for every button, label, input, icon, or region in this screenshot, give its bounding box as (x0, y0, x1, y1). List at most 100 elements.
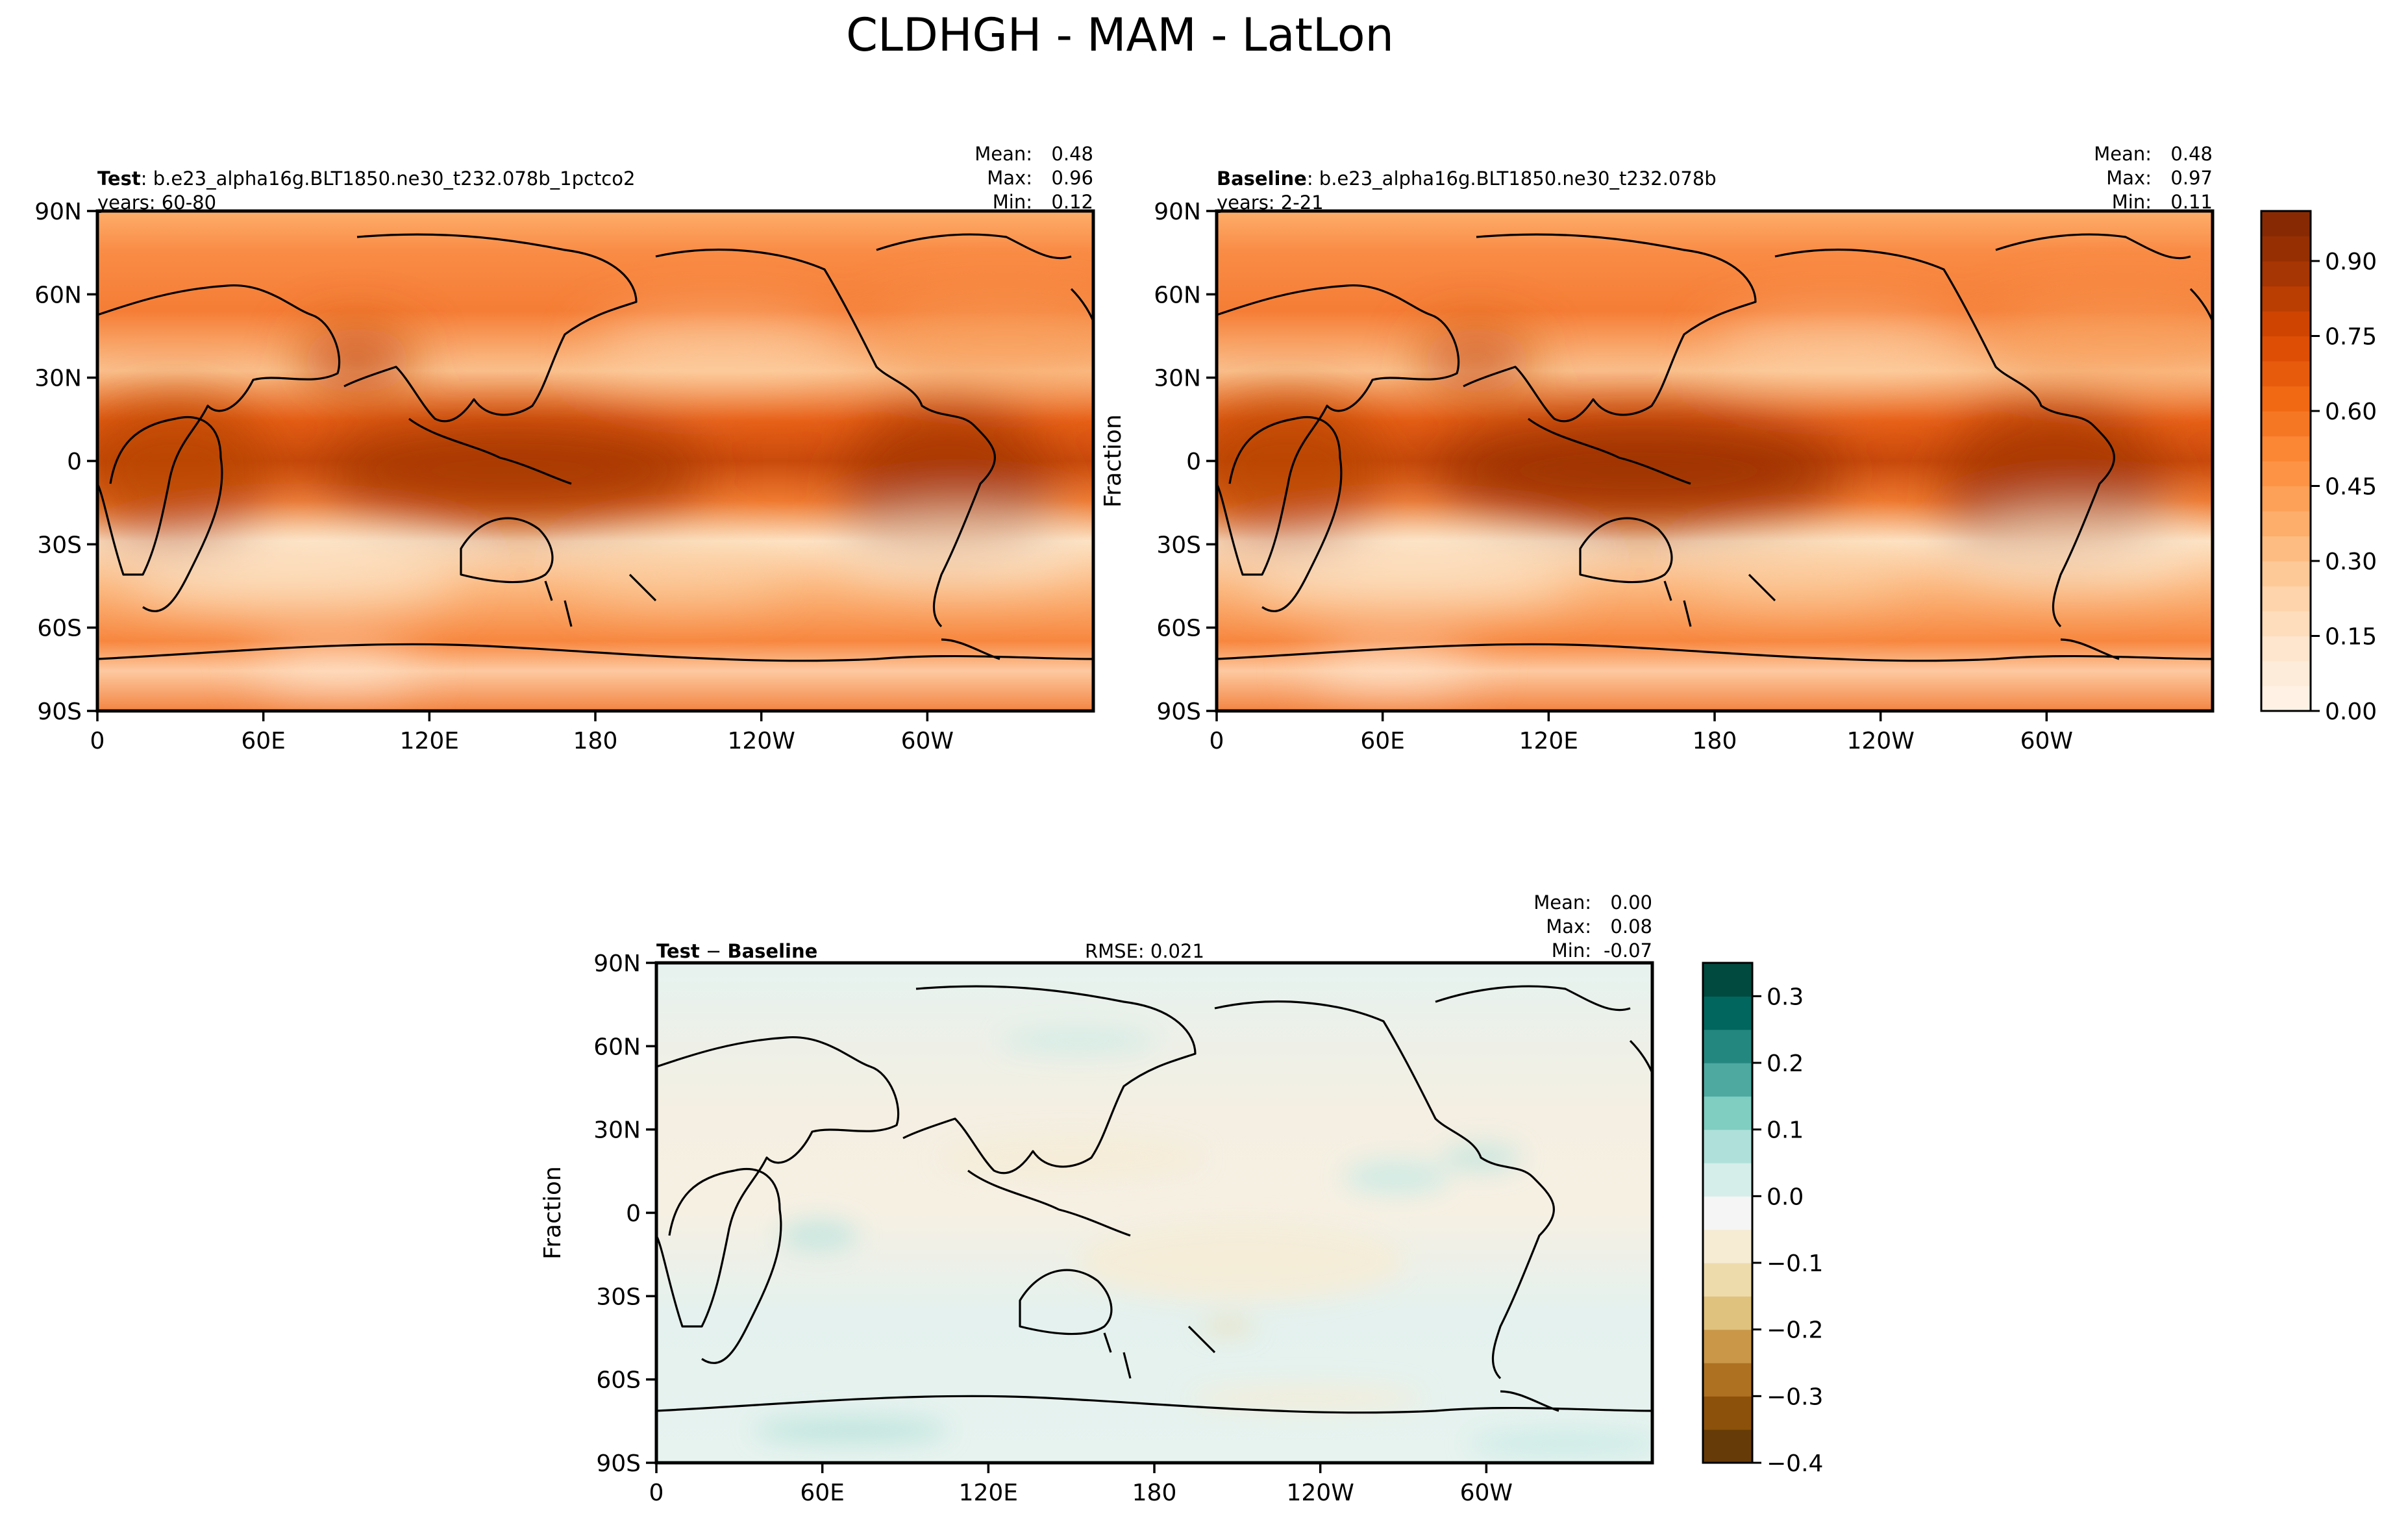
colorbar-level (1703, 1196, 1752, 1230)
colorbar-level (1703, 1329, 1752, 1363)
difference-label-minus: − (700, 940, 728, 962)
y-tick-label: 90N (34, 199, 82, 225)
x-tick-label: 180 (1693, 728, 1737, 754)
colorbar-tick-label: 0.2 (1767, 1050, 1804, 1077)
stat-value: -0.07 (1604, 939, 1652, 962)
test-years: years: 60-80 (97, 192, 216, 214)
baseline-ylabel: Fraction (1100, 414, 1126, 508)
colorbar-level (2261, 311, 2311, 337)
difference-panel: 0 60E 120E 180 120W 60W 90N 60N 30N 0 30S 60S 90S F… (540, 891, 1654, 1506)
test-y-ticks: 90N 60N 30N 0 30S 60S 90S (34, 199, 97, 725)
baseline-x-ticks: 0 60E 120E 180 120W 60W (1210, 711, 2073, 754)
colorbar-level (2261, 561, 2311, 587)
colorbar-tick-label: 0.60 (2325, 399, 2377, 425)
colorbar-tick-label: 0.90 (2325, 249, 2377, 275)
difference-rmse: RMSE: 0.021 (1085, 940, 1204, 962)
colorbar-level (1703, 1063, 1752, 1097)
colorbar-level (2261, 511, 2311, 537)
baseline-years: years: 2-21 (1217, 192, 1324, 214)
colorbar-level (1703, 1296, 1752, 1330)
colorbar-level (2261, 636, 2311, 662)
stat-value: 0.96 (1051, 167, 1093, 189)
y-tick-label: 0 (1186, 449, 1201, 475)
y-tick-label: 30S (596, 1284, 641, 1310)
x-tick-label: 120W (1287, 1480, 1354, 1506)
colorbar-tick-label: −0.3 (1767, 1384, 1823, 1410)
y-tick-label: 60S (37, 615, 82, 642)
test-label-bold: Test (97, 168, 141, 190)
colorbar-level (2261, 211, 2311, 237)
baseline-label: Baseline: b.e23_alpha16g.BLT1850.ne30_t2… (1217, 168, 1717, 190)
stat-value: 0.48 (1051, 143, 1093, 165)
colorbar-tick-label: 0.45 (2325, 474, 2377, 501)
x-tick-label: 60W (2020, 728, 2073, 754)
colorbar-level (2261, 486, 2311, 512)
colorbar-level (1703, 996, 1752, 1030)
baseline-panel: 0 60E 120E 180 120W 60W 90N 60N 30N 0 30S 60S 90S F… (1100, 143, 2215, 754)
y-tick-label: 0 (626, 1200, 641, 1227)
stat-value: 0.11 (2170, 191, 2213, 213)
stat-value: 0.48 (2170, 143, 2213, 165)
y-tick-label: 30S (1156, 532, 1201, 558)
figure-title: CLDHGH - MAM - LatLon (846, 8, 1394, 62)
colorbar-tick-label: 0.75 (2325, 324, 2377, 351)
y-tick-label: 90S (37, 699, 82, 725)
colorbar-tick-label: 0.0 (1767, 1184, 1804, 1210)
colorbar-tick-label: −0.4 (1767, 1450, 1823, 1477)
y-tick-label: 90S (1156, 699, 1201, 725)
colorbar-level (2261, 236, 2311, 262)
stat-value: 0.00 (1610, 891, 1652, 914)
colorbar-level (1703, 1396, 1752, 1430)
colorbar-tick-label: 0.15 (2325, 624, 2377, 651)
y-tick-label: 90N (593, 951, 641, 977)
y-tick-label: 60S (1156, 615, 1201, 642)
x-tick-label: 180 (573, 728, 618, 754)
difference-label: Test − Baseline (656, 940, 817, 962)
difference-label-right: Baseline (727, 940, 817, 962)
difference-x-ticks: 0 60E 120E 180 120W 60W (649, 1463, 1513, 1506)
x-tick-label: 120W (728, 728, 795, 754)
colorbar-level (2261, 336, 2311, 362)
colorbar-tick-label: −0.1 (1767, 1250, 1823, 1277)
colorbar-frame (1702, 962, 1754, 1464)
baseline-coastlines (1217, 233, 2213, 662)
stat-label: Max: (987, 167, 1032, 189)
colorbar-level (2261, 536, 2311, 562)
y-tick-label: 30S (37, 532, 82, 558)
colorbar-top: 0.00 0.15 0.30 0.45 0.60 0.75 0.90 (2260, 210, 2377, 725)
test-label-text: : b.e23_alpha16g.BLT1850.ne30_t232.078b_… (141, 168, 636, 190)
test-stats: Mean: 0.48 Max: 0.96 Min: 0.12 (974, 143, 1093, 213)
colorbar-frame (2260, 210, 2312, 712)
x-tick-label: 60E (241, 728, 286, 754)
colorbar-tick-label: −0.2 (1767, 1317, 1823, 1344)
colorbar-tick-label: 0.1 (1767, 1117, 1804, 1144)
difference-ylabel: Fraction (540, 1166, 566, 1260)
x-tick-label: 120W (1847, 728, 1915, 754)
stat-label: Min: (2112, 191, 2152, 213)
x-tick-label: 60W (1460, 1480, 1513, 1506)
colorbar-level (2261, 436, 2311, 462)
stat-label: Max: (1546, 915, 1591, 938)
difference-field (656, 963, 1652, 1463)
stat-label: Min: (1552, 939, 1591, 962)
y-tick-label: 30N (593, 1117, 641, 1144)
x-tick-label: 0 (1210, 728, 1224, 754)
x-tick-label: 120E (400, 728, 459, 754)
x-tick-label: 60E (1360, 728, 1405, 754)
colorbar-level (1703, 1163, 1752, 1197)
stat-value: 0.12 (1051, 191, 1093, 213)
difference-label-left: Test (656, 940, 700, 962)
baseline-stats: Mean: 0.48 Max: 0.97 Min: 0.11 (2094, 143, 2213, 213)
stat-label: Mean: (974, 143, 1032, 165)
colorbar-level (2261, 261, 2311, 287)
y-tick-label: 60N (593, 1034, 641, 1060)
stat-value: 0.97 (2170, 167, 2213, 189)
x-tick-label: 0 (649, 1480, 664, 1506)
x-tick-label: 60W (901, 728, 954, 754)
x-tick-label: 180 (1132, 1480, 1177, 1506)
test-panel: 0 60E 120E 180 120W 60W 90N 60N 30N 0 30S 60S 90S T… (34, 143, 1095, 754)
colorbar-level (1703, 1229, 1752, 1263)
x-tick-label: 120E (959, 1480, 1018, 1506)
difference-stats: Mean: 0.00 Max: 0.08 Min: -0.07 (1533, 891, 1652, 962)
y-tick-label: 60N (34, 282, 82, 308)
